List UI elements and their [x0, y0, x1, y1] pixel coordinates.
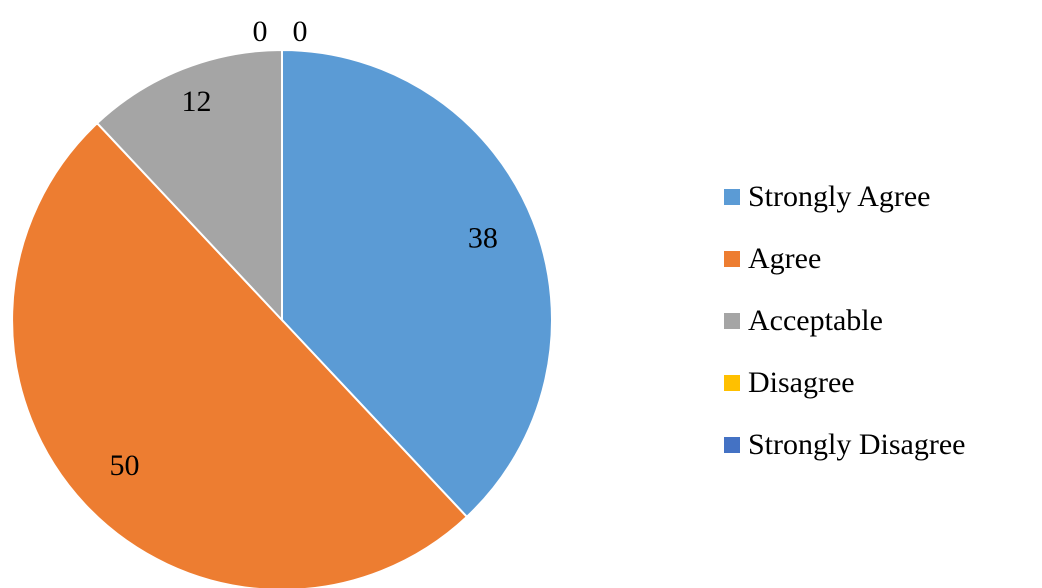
legend-item-acceptable: Acceptable — [724, 290, 1040, 352]
legend-label: Disagree — [748, 366, 855, 399]
legend-swatch — [724, 251, 740, 267]
data-label-disagree: 0 — [253, 15, 268, 48]
data-labels: 38 50 12 0 0 — [110, 15, 498, 482]
legend-item-disagree: Disagree — [724, 352, 1040, 414]
data-label-strongly-agree: 38 — [468, 221, 498, 254]
legend-swatch — [724, 437, 740, 453]
legend-label: Strongly Agree — [748, 180, 931, 213]
legend-label: Strongly Disagree — [748, 428, 966, 461]
legend-swatch — [724, 313, 740, 329]
data-label-strongly-disagree: 0 — [293, 15, 308, 48]
legend-item-strongly-disagree: Strongly Disagree — [724, 414, 1040, 476]
data-label-acceptable: 12 — [182, 85, 212, 118]
legend-item-strongly-agree: Strongly Agree — [724, 166, 1040, 228]
legend-item-agree: Agree — [724, 228, 1040, 290]
data-label-agree: 50 — [110, 449, 140, 482]
pie-slice-strongly-agree — [281, 48, 553, 519]
pie-slice-acceptable — [95, 48, 283, 323]
chart-legend: Strongly Agree Agree Acceptable Disagree… — [724, 166, 1040, 476]
pie-slice-agree — [11, 121, 469, 588]
legend-swatch — [724, 189, 740, 205]
legend-swatch — [724, 375, 740, 391]
pie-slices — [11, 48, 553, 588]
legend-label: Agree — [748, 242, 822, 275]
legend-label: Acceptable — [748, 304, 883, 337]
pie-plot-area: 38 50 12 0 0 — [11, 15, 553, 588]
